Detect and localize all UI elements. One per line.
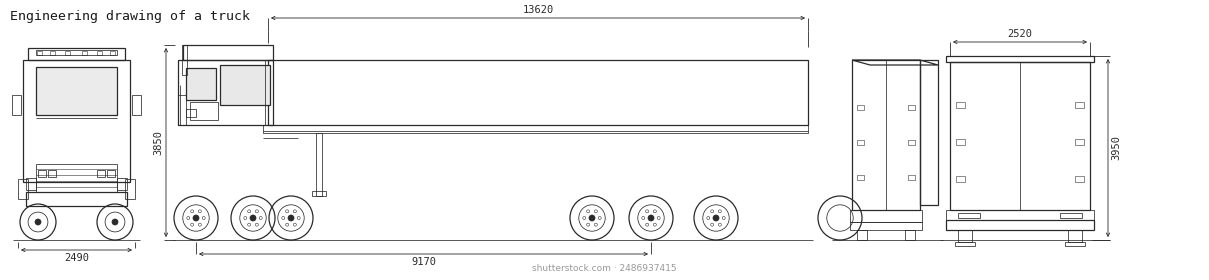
- Bar: [956, 102, 965, 108]
- Text: 9170: 9170: [411, 257, 436, 267]
- Circle shape: [288, 215, 294, 221]
- Bar: [18, 179, 28, 199]
- Bar: [37, 170, 46, 177]
- Bar: [1075, 102, 1084, 108]
- Bar: [852, 60, 920, 210]
- Bar: [12, 95, 21, 115]
- Bar: [37, 51, 42, 55]
- Circle shape: [112, 219, 118, 225]
- Bar: [125, 179, 135, 199]
- Bar: [956, 176, 965, 182]
- Bar: [908, 140, 915, 145]
- Text: 2520: 2520: [1007, 29, 1032, 39]
- Bar: [857, 175, 864, 180]
- Text: 13620: 13620: [522, 5, 554, 15]
- Bar: [958, 230, 972, 242]
- Bar: [186, 68, 216, 100]
- Bar: [82, 51, 87, 55]
- Bar: [23, 60, 131, 182]
- Bar: [27, 178, 36, 190]
- Bar: [97, 170, 105, 177]
- Bar: [183, 45, 187, 75]
- Bar: [190, 102, 218, 120]
- Bar: [955, 242, 974, 246]
- Bar: [1075, 176, 1084, 182]
- Bar: [183, 45, 273, 60]
- Bar: [950, 62, 1091, 210]
- Bar: [857, 105, 864, 110]
- Bar: [850, 210, 922, 222]
- Bar: [908, 175, 915, 180]
- Bar: [117, 178, 127, 190]
- Bar: [178, 60, 273, 125]
- Bar: [36, 67, 117, 115]
- Text: shutterstock.com · 2486937415: shutterstock.com · 2486937415: [532, 264, 676, 273]
- Circle shape: [250, 215, 256, 221]
- Circle shape: [193, 215, 199, 221]
- Circle shape: [35, 219, 41, 225]
- Bar: [857, 230, 867, 240]
- Bar: [50, 51, 54, 55]
- Bar: [48, 170, 56, 177]
- Bar: [857, 140, 864, 145]
- Bar: [27, 192, 127, 206]
- Text: Engineering drawing of a truck: Engineering drawing of a truck: [10, 10, 250, 23]
- Bar: [36, 50, 117, 55]
- Text: 3850: 3850: [154, 130, 163, 155]
- Circle shape: [589, 215, 595, 221]
- Bar: [1075, 139, 1084, 145]
- Bar: [1065, 242, 1084, 246]
- Bar: [178, 95, 186, 125]
- Circle shape: [713, 215, 719, 221]
- Circle shape: [648, 215, 654, 221]
- Bar: [268, 60, 808, 125]
- Bar: [945, 210, 1094, 220]
- Bar: [945, 220, 1094, 230]
- Bar: [312, 191, 326, 196]
- Bar: [906, 230, 915, 240]
- Bar: [36, 164, 117, 192]
- Text: 2490: 2490: [64, 253, 89, 263]
- Bar: [316, 133, 322, 196]
- Bar: [110, 51, 115, 55]
- Bar: [920, 60, 938, 205]
- Bar: [850, 222, 922, 230]
- Bar: [132, 95, 141, 115]
- Bar: [65, 51, 70, 55]
- Bar: [186, 109, 196, 117]
- Bar: [908, 105, 915, 110]
- Bar: [1060, 213, 1082, 218]
- Bar: [1068, 230, 1082, 242]
- Text: 3950: 3950: [1111, 136, 1121, 160]
- Bar: [264, 125, 808, 133]
- Bar: [956, 139, 965, 145]
- Bar: [945, 56, 1094, 62]
- Bar: [958, 213, 980, 218]
- Bar: [220, 65, 270, 105]
- Bar: [97, 51, 102, 55]
- Bar: [28, 48, 125, 60]
- Bar: [108, 170, 115, 177]
